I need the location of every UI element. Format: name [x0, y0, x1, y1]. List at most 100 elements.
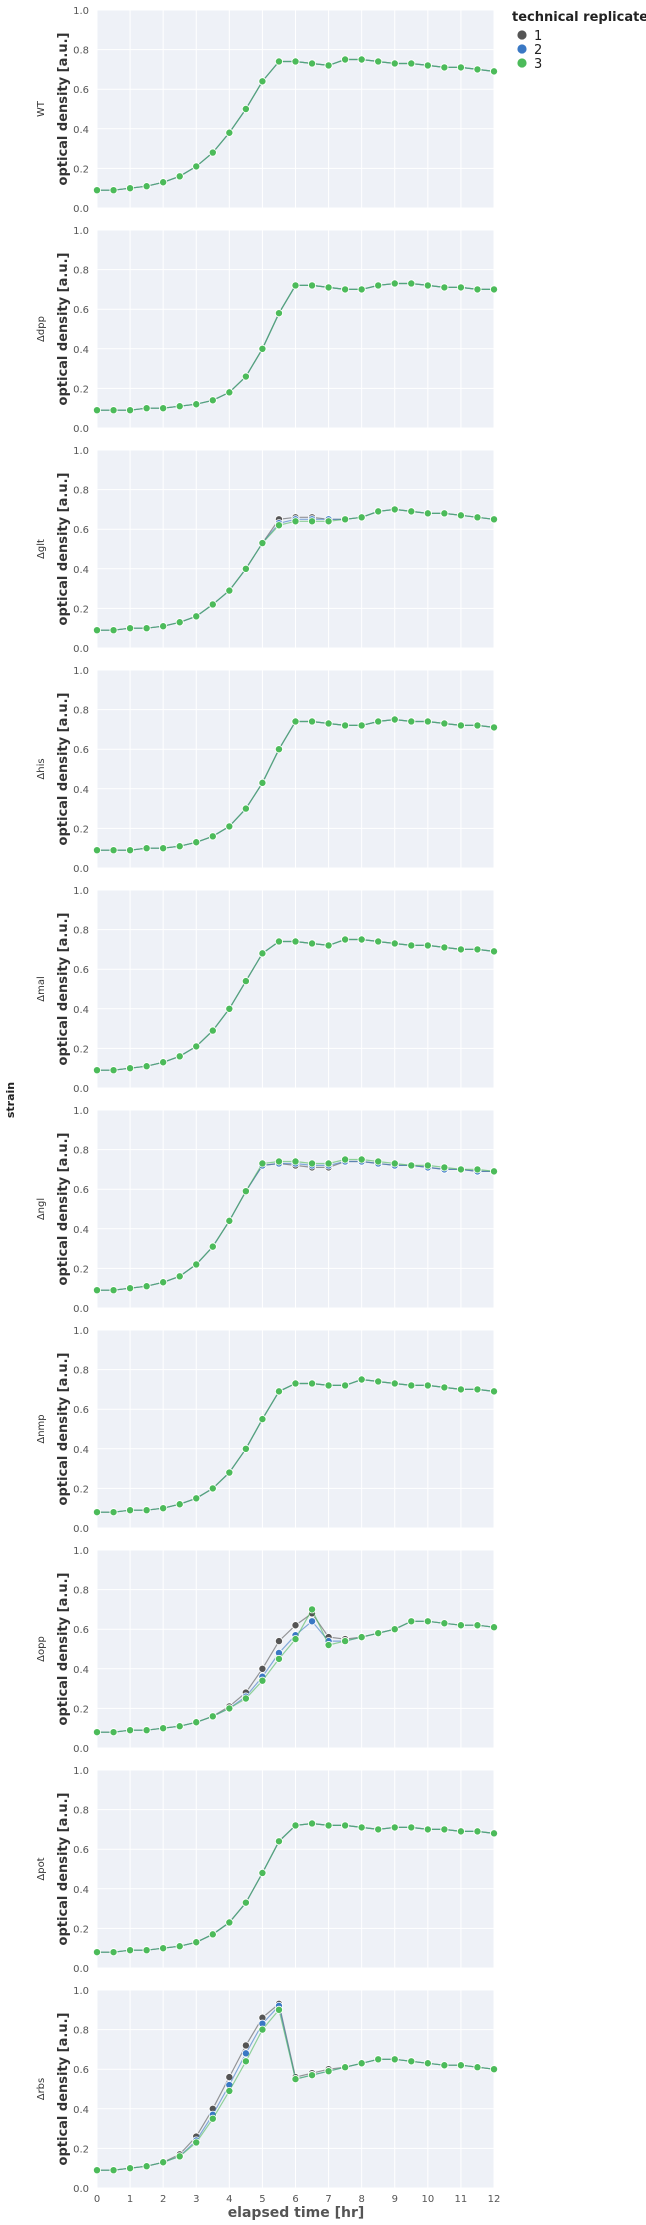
data-point [324, 1821, 333, 1830]
data-point [241, 977, 250, 986]
data-point [126, 1064, 135, 1073]
data-point [208, 1930, 217, 1939]
data-point [357, 935, 366, 944]
strain-label: Δhis [36, 758, 47, 779]
data-point [93, 1728, 102, 1737]
data-point [324, 1641, 333, 1650]
data-point [175, 1722, 184, 1731]
data-point [93, 1508, 102, 1517]
data-point [208, 1026, 217, 1035]
y-tick-label: 0.6 [73, 1845, 89, 1856]
data-point [159, 1724, 168, 1733]
data-point [308, 939, 317, 948]
data-point [357, 2059, 366, 2068]
panel: 0.0 0.2 0.4 0.6 0.8 1.0 optical density [a.u.]… [36, 1106, 498, 1315]
y-tick-label: 0.0 [73, 1964, 89, 1975]
data-point [126, 1946, 135, 1955]
data-point [208, 1712, 217, 1721]
y-tick-label: 0.2 [73, 164, 89, 175]
data-point [258, 949, 267, 958]
data-point [440, 63, 449, 72]
data-point [175, 1272, 184, 1281]
data-point [357, 1823, 366, 1832]
data-point [489, 723, 498, 732]
data-point [357, 55, 366, 64]
data-point [423, 61, 432, 70]
data-point [440, 2061, 449, 2070]
panel: 0.0 0.2 0.4 0.6 0.8 1.0 optical density [a.u.]… [36, 446, 498, 655]
y-tick-label: 0.8 [73, 1366, 89, 1377]
data-point [258, 2025, 267, 2034]
y-tick-label: 0.8 [73, 486, 89, 497]
data-point [489, 67, 498, 76]
data-point [489, 515, 498, 524]
data-point [109, 1948, 118, 1957]
data-point [274, 521, 283, 530]
data-point [324, 1159, 333, 1168]
data-point [192, 612, 201, 621]
data-point [208, 2114, 217, 2123]
y-tick-label: 0.2 [73, 824, 89, 835]
data-point [159, 404, 168, 413]
data-point [274, 1837, 283, 1846]
data-point [126, 184, 135, 193]
data-point [341, 55, 350, 64]
data-point [308, 1819, 317, 1828]
data-point [291, 1821, 300, 1830]
data-point [258, 778, 267, 787]
data-point [357, 721, 366, 730]
data-point [423, 717, 432, 726]
data-point [192, 1718, 201, 1727]
data-point [291, 1379, 300, 1388]
data-point [473, 285, 482, 294]
data-point [241, 1898, 250, 1907]
data-point [241, 564, 250, 573]
data-point [308, 1379, 317, 1388]
y-tick-label: 0.6 [73, 745, 89, 756]
data-point [109, 1728, 118, 1737]
data-point [341, 1637, 350, 1646]
y-tick-label: 0.0 [73, 1524, 89, 1535]
data-point [456, 945, 465, 954]
x-tick-label: 5 [259, 2194, 265, 2205]
y-axis-label: optical density [a.u.] [56, 33, 71, 186]
panel: 0.0 0.2 0.4 0.6 0.8 1.0 optical density [a.u.]… [36, 886, 498, 1095]
data-point [274, 1637, 283, 1646]
data-point [440, 1825, 449, 1834]
data-point [274, 1157, 283, 1166]
data-point [456, 511, 465, 520]
data-point [440, 1383, 449, 1392]
data-point [473, 1165, 482, 1174]
data-point [126, 1726, 135, 1735]
data-point [241, 2057, 250, 2066]
data-point [407, 507, 416, 516]
data-point [407, 1161, 416, 1170]
data-point [423, 1161, 432, 1170]
data-point [407, 1381, 416, 1390]
data-point [357, 513, 366, 522]
y-tick-label: 0.4 [73, 1445, 89, 1456]
data-point [407, 1617, 416, 1626]
y-tick-label: 0.6 [73, 1405, 89, 1416]
data-point [456, 1827, 465, 1836]
data-point [241, 372, 250, 381]
data-point [390, 505, 399, 514]
data-point [473, 65, 482, 74]
y-tick-label: 0.4 [73, 565, 89, 576]
data-point [308, 2071, 317, 2080]
y-tick-label: 0.0 [73, 864, 89, 875]
data-point [374, 717, 383, 726]
data-point [308, 59, 317, 68]
data-point [175, 172, 184, 181]
data-point [291, 1635, 300, 1644]
data-point [142, 404, 151, 413]
data-point [109, 846, 118, 855]
data-point [109, 1508, 118, 1517]
data-point [473, 513, 482, 522]
y-tick-label: 0.0 [73, 424, 89, 435]
data-point [241, 2041, 250, 2050]
data-point [324, 517, 333, 526]
data-point [208, 1242, 217, 1251]
data-point [423, 2059, 432, 2068]
data-point [274, 1654, 283, 1663]
